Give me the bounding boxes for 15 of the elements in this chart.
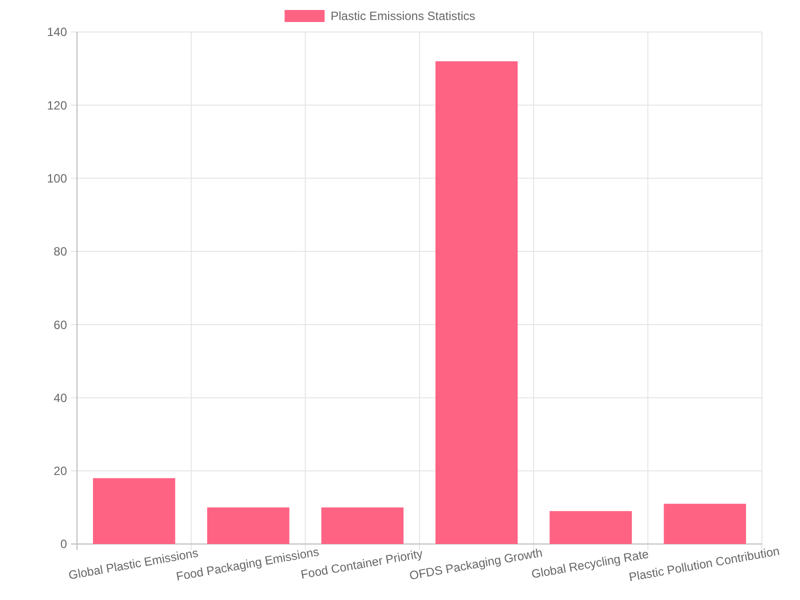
y-tick-label: 20 (54, 464, 68, 478)
y-tick-label: 120 (46, 98, 68, 112)
bar (550, 511, 632, 544)
bar (207, 507, 290, 544)
bar (321, 507, 404, 544)
y-tick-label: 80 (54, 244, 68, 259)
bar (92, 478, 176, 544)
bar (435, 61, 518, 544)
y-tick-label: 100 (46, 171, 68, 186)
legend-label: Plastic Emissions Statistics (330, 9, 476, 24)
y-tick-label: 40 (54, 390, 68, 405)
y-tick-label: 140 (46, 25, 68, 40)
y-tick-label: 60 (54, 318, 68, 332)
y-tick-label: 0 (60, 537, 68, 552)
bar (664, 504, 746, 544)
